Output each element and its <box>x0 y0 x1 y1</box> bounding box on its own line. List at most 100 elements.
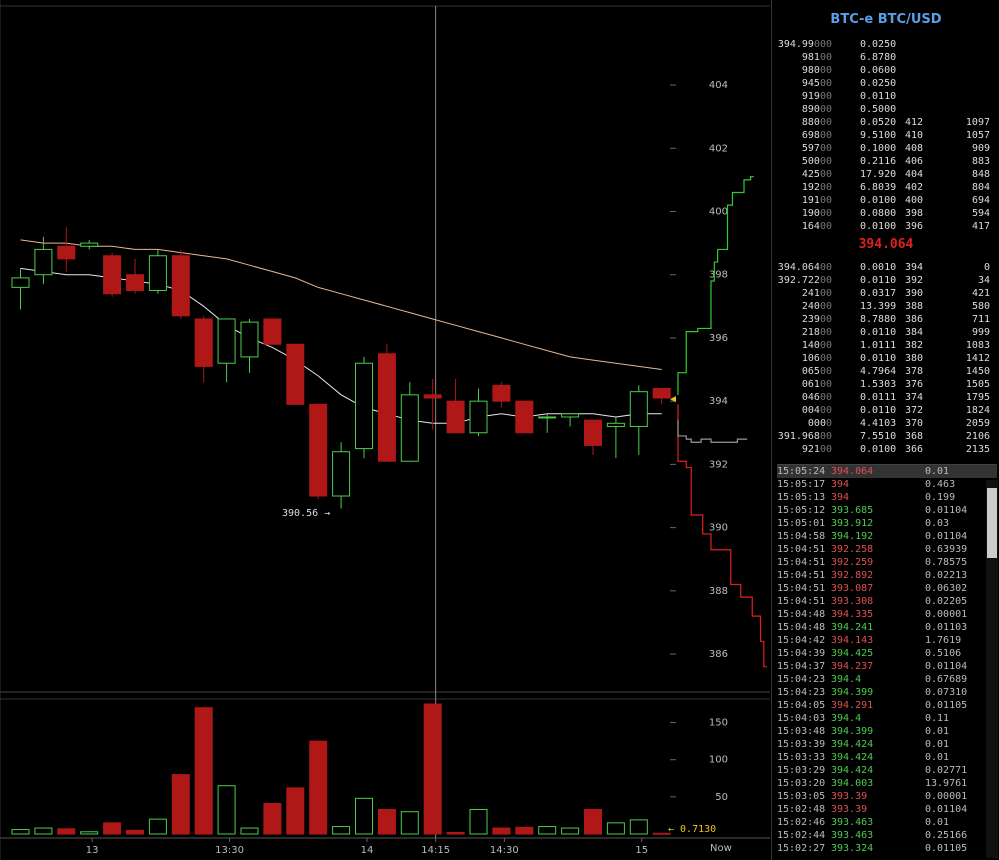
asks-row[interactable]: 19100 0.0100 400 694 <box>772 194 999 207</box>
price-main: 000 <box>807 418 826 429</box>
candle-body <box>652 388 671 399</box>
asks-row[interactable]: 89000 0.5000 <box>772 103 999 116</box>
trade-row[interactable]: 15:04:51 392.258 0.63939 <box>777 543 997 556</box>
trade-time: 15:03:33 <box>777 752 826 763</box>
bids-row[interactable]: 392.72200 0.0110 392 34 <box>772 274 999 287</box>
trade-row[interactable]: 15:04:48 394.335 0.00001 <box>777 608 997 621</box>
trade-row[interactable]: 15:02:44 393.463 0.25166 <box>777 829 997 842</box>
trade-time: 15:05:17 <box>777 479 826 490</box>
asks-row[interactable]: 69800 9.5100 410 1057 <box>772 129 999 142</box>
bids-row[interactable]: 06500 4.7964 378 1450 <box>772 365 999 378</box>
bids-row[interactable]: 10600 0.0110 380 1412 <box>772 352 999 365</box>
price-chart[interactable]: 386 388 390 392 394 396 398 400 402 404 50 100 150 13… <box>0 0 770 860</box>
price-level: 404 <box>905 169 924 180</box>
asks-row[interactable]: 50000 0.2116 406 883 <box>772 155 999 168</box>
asks-row[interactable]: 98000 0.0600 <box>772 64 999 77</box>
trade-row[interactable]: 15:02:46 393.463 0.01 <box>777 816 997 829</box>
asks-row[interactable]: 394.99000 0.0250 <box>772 38 999 51</box>
asks-row[interactable]: 42500 17.920 404 848 <box>772 168 999 181</box>
price-decimals: 00 <box>819 195 832 206</box>
trade-price: 394.335 <box>831 609 874 620</box>
trade-row[interactable]: 15:05:12 393.685 0.01104 <box>777 504 997 517</box>
candle-body <box>194 318 213 367</box>
candle-body <box>584 419 602 446</box>
asks-row[interactable]: 19000 0.0800 398 594 <box>772 207 999 220</box>
asks-row[interactable]: 59700 0.1000 408 909 <box>772 142 999 155</box>
trade-row[interactable]: 15:04:39 394.425 0.5106 <box>777 647 997 660</box>
trade-time: 15:05:12 <box>777 505 826 516</box>
trades-scrollbar[interactable] <box>986 480 998 858</box>
volume-bar <box>126 829 144 835</box>
chart-canvas[interactable]: 386 388 390 392 394 396 398 400 402 404 50 100 150 13… <box>0 0 770 860</box>
price-level: 398 <box>905 208 924 219</box>
bids-row[interactable]: 23900 8.7880 386 711 <box>772 313 999 326</box>
price-main: 218 <box>801 327 820 338</box>
asks-row[interactable]: 94500 0.0250 <box>772 77 999 90</box>
y-tick-label: 396 <box>709 333 728 344</box>
asks-row[interactable]: 91900 0.0110 <box>772 90 999 103</box>
order-price: 394.99000 <box>777 38 832 51</box>
price-level: 368 <box>905 431 924 442</box>
trade-price: 394 <box>831 479 850 490</box>
trade-row[interactable]: 15:04:48 394.241 0.01103 <box>777 621 997 634</box>
bids-row[interactable]: 14000 1.0111 382 1083 <box>772 339 999 352</box>
trade-row[interactable]: 15:04:05 394.291 0.01105 <box>777 699 997 712</box>
trade-row[interactable]: 15:04:51 393.087 0.06302 <box>777 582 997 595</box>
price-decimals: 0 <box>825 418 832 429</box>
asks-row[interactable]: 98100 6.8780 <box>772 51 999 64</box>
bids-row[interactable]: 00400 0.0110 372 1824 <box>772 404 999 417</box>
order-price: 19200 <box>777 181 832 194</box>
trade-row[interactable]: 15:03:48 394.399 0.01 <box>777 725 997 738</box>
bids-row[interactable]: 06100 1.5303 376 1505 <box>772 378 999 391</box>
trade-history[interactable]: 15:05:24 394.064 0.01 15:05:17 394 0.463 15:05… <box>777 464 997 855</box>
order-price: 42500 <box>777 168 832 181</box>
price-main: 945 <box>801 78 820 89</box>
trade-row[interactable]: 15:02:48 393.39 0.01104 <box>777 803 997 816</box>
scrollbar-thumb[interactable] <box>987 488 997 558</box>
order-price: 19000 <box>777 207 832 220</box>
trade-row[interactable]: 15:04:42 394.143 1.7619 <box>777 634 997 647</box>
bids-row[interactable]: 391.96800 7.5510 368 2106 <box>772 430 999 443</box>
trade-row[interactable]: 15:03:39 394.424 0.01 <box>777 738 997 751</box>
bids-row[interactable]: 24100 0.0317 390 421 <box>772 287 999 300</box>
trade-row[interactable]: 15:04:23 394.4 0.67689 <box>777 673 997 686</box>
trade-row[interactable]: 15:04:23 394.399 0.07310 <box>777 686 997 699</box>
trade-price: 394.192 <box>831 531 874 542</box>
mid-depth-line <box>677 420 748 443</box>
order-price: 0000 <box>777 417 832 430</box>
order-amount: 0.0800 <box>860 208 897 219</box>
cumulative-volume: 804 <box>971 182 990 193</box>
asks-row[interactable]: 16400 0.0100 396 417 <box>772 220 999 233</box>
price-main: 164 <box>801 221 820 232</box>
trade-row[interactable]: 15:05:01 393.912 0.03 <box>777 517 997 530</box>
trade-row[interactable]: 15:04:03 394.4 0.11 <box>777 712 997 725</box>
trade-row[interactable]: 15:04:51 392.892 0.02213 <box>777 569 997 582</box>
trade-row[interactable]: 15:04:37 394.237 0.01104 <box>777 660 997 673</box>
bids-row[interactable]: 0000 4.4103 370 2059 <box>772 417 999 430</box>
trade-row[interactable]: 15:04:51 392.259 0.78575 <box>777 556 997 569</box>
trade-row[interactable]: 15:03:33 394.424 0.01 <box>777 751 997 764</box>
asks-row[interactable]: 88000 0.0520 412 1097 <box>772 116 999 129</box>
volume-bar <box>240 827 259 835</box>
trade-row[interactable]: 15:04:58 394.192 0.01104 <box>777 530 997 543</box>
trade-row[interactable]: 15:03:20 394.003 13.9761 <box>777 777 997 790</box>
bids-row[interactable]: 21800 0.0110 384 999 <box>772 326 999 339</box>
price-decimals: 00 <box>819 91 832 102</box>
trade-row[interactable]: 15:05:13 394 0.199 <box>777 491 997 504</box>
trade-row[interactable]: 15:05:24 394.064 0.01 <box>777 465 997 478</box>
bids-row[interactable]: 394.06400 0.0010 394 0 <box>772 261 999 274</box>
trade-price: 394.4 <box>831 674 862 685</box>
trade-row[interactable]: 15:03:05 393.39 0.00001 <box>777 790 997 803</box>
order-price: 391.96800 <box>777 430 832 443</box>
order-price: 98100 <box>777 51 832 64</box>
candle-body <box>492 384 511 402</box>
trade-row[interactable]: 15:05:17 394 0.463 <box>777 478 997 491</box>
trade-row[interactable]: 15:02:27 393.324 0.01105 <box>777 842 997 855</box>
bids-row[interactable]: 92100 0.0100 366 2135 <box>772 443 999 456</box>
trade-row[interactable]: 15:04:51 393.308 0.02205 <box>777 595 997 608</box>
cumulative-volume: 909 <box>971 143 990 154</box>
asks-row[interactable]: 19200 6.8039 402 804 <box>772 181 999 194</box>
bids-row[interactable]: 04600 0.0111 374 1795 <box>772 391 999 404</box>
bids-row[interactable]: 24000 13.399 388 580 <box>772 300 999 313</box>
trade-row[interactable]: 15:03:29 394.424 0.02771 <box>777 764 997 777</box>
